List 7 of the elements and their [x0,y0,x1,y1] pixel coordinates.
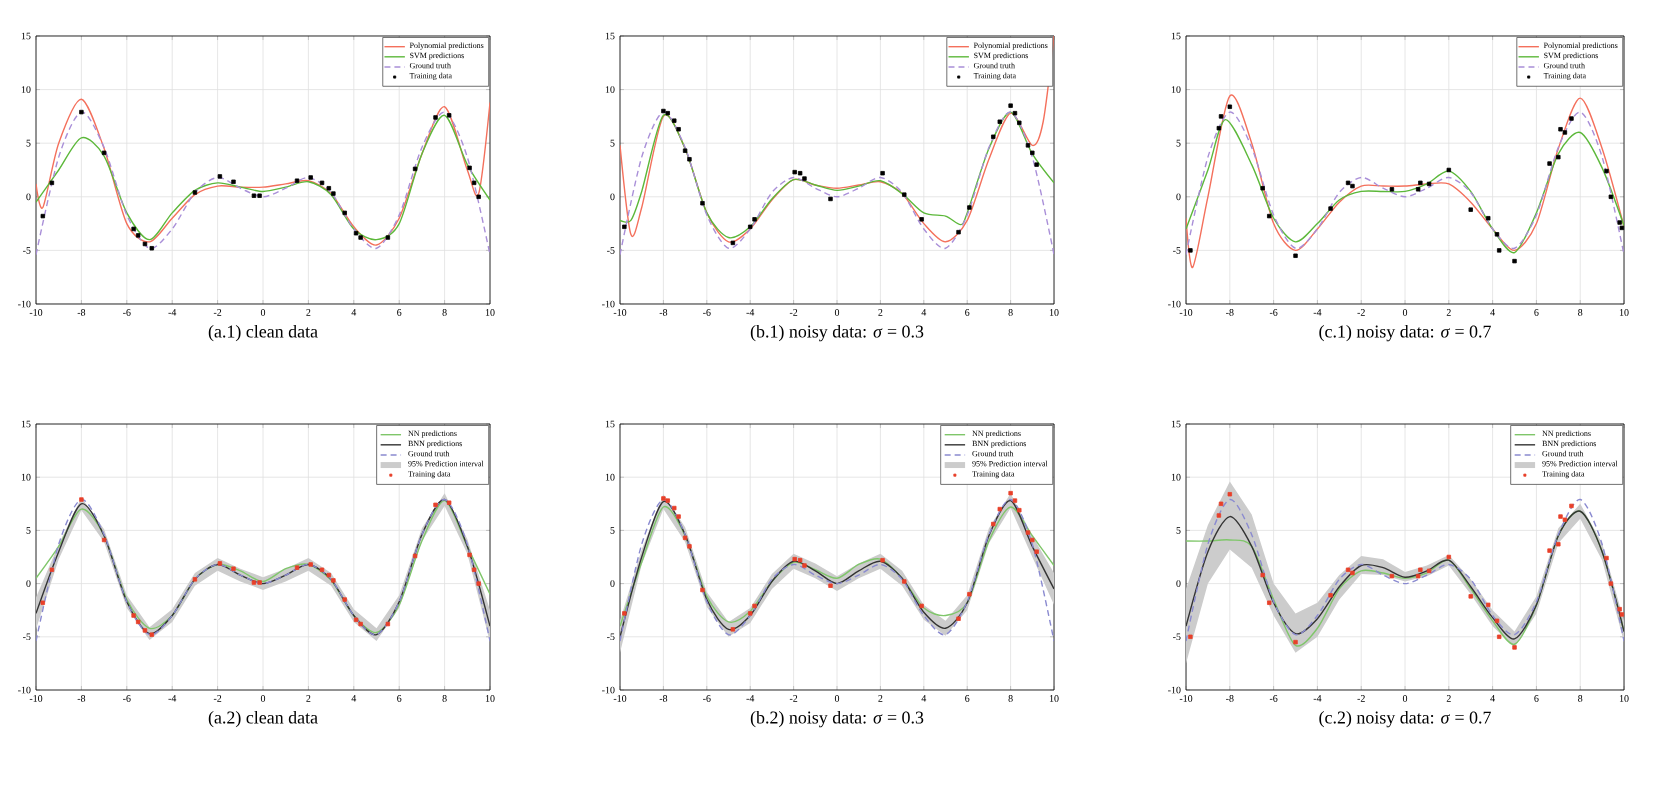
text: (c.2) noisy data: σ = 0.7 [1319,710,1491,728]
line-series [1186,94,1625,269]
text: (b.2) noisy data: σ = 0.3 [750,710,924,728]
text: (a.2) clean data [208,710,318,728]
text: (c.1) noisy data: σ = 0.7 [1319,324,1491,342]
text: (b.1) noisy data: σ = 0.3 [750,324,924,342]
text: (a.1) clean data [208,324,318,342]
